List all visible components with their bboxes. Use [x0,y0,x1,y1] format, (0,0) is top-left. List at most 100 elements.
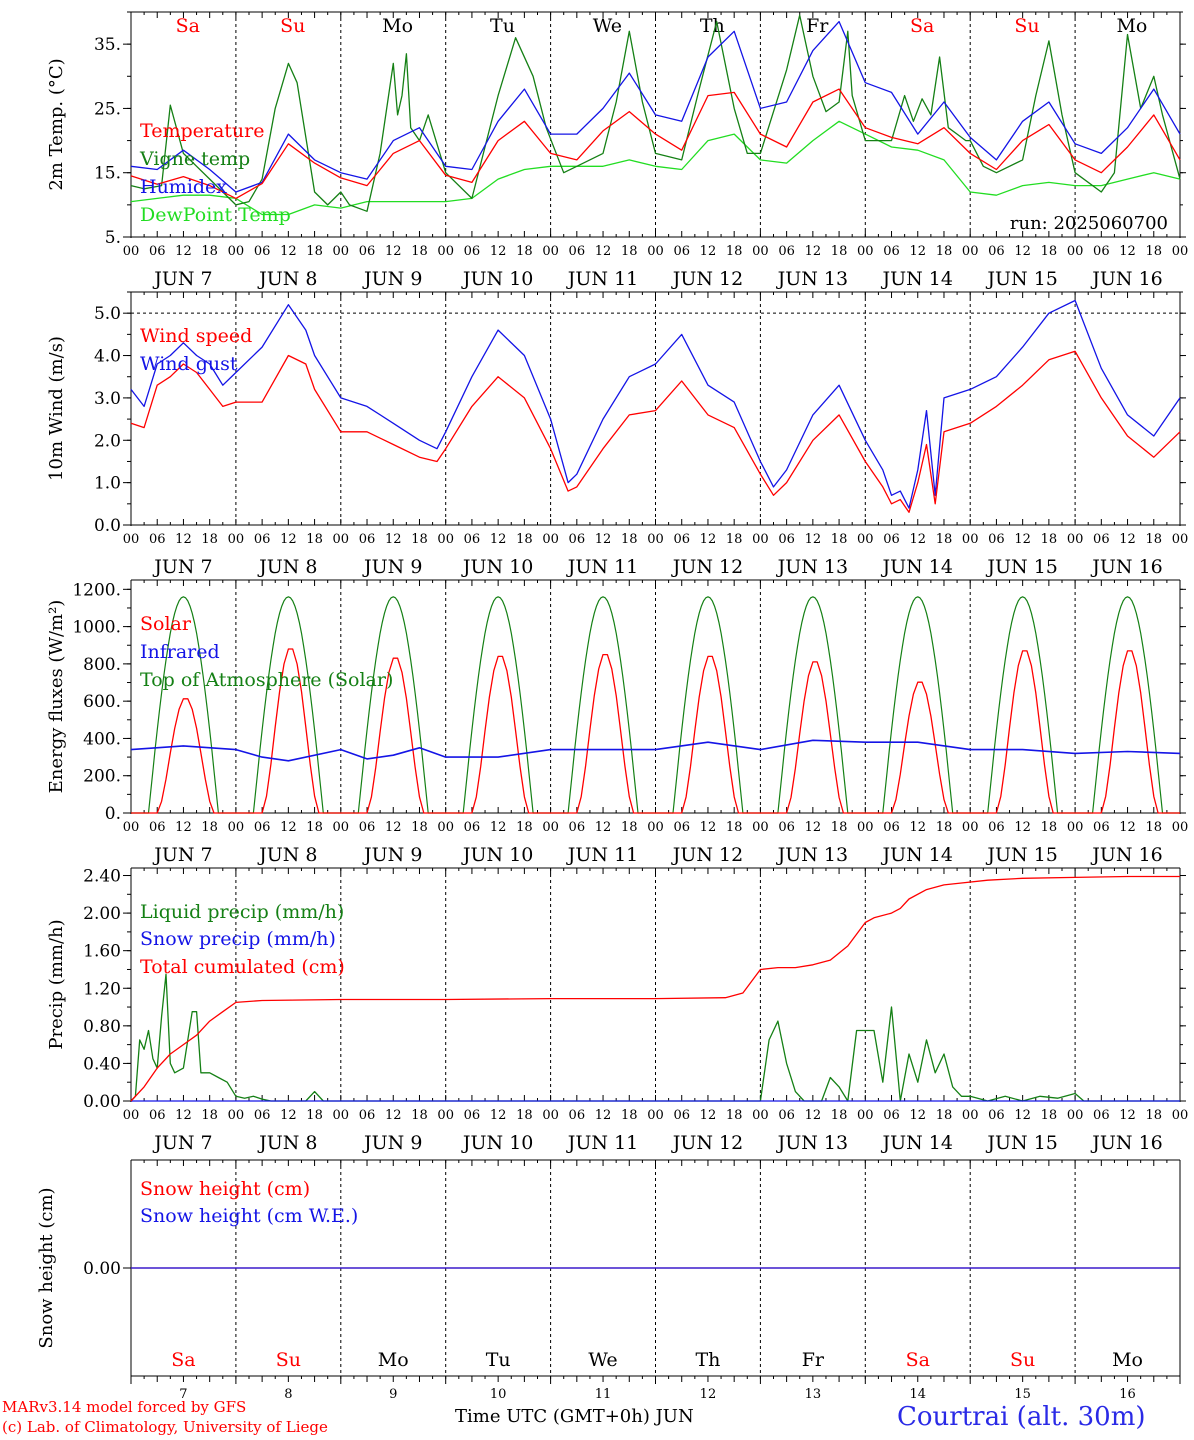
hour-label: 00 [962,532,979,547]
hour-label: 00 [437,244,454,259]
hour-label: 06 [569,1108,586,1123]
legend-solar: Solar [140,613,192,635]
hour-label: 00 [752,820,769,835]
date-label: JUN 13 [776,556,848,578]
y-tick-label: 200. [83,767,121,787]
hour-label: 18 [1041,1108,1058,1123]
hour-label: 18 [201,532,218,547]
run-annotation: run: 2025060700 [1010,213,1168,234]
series-line-liquid-precip-mm-h- [130,973,1180,1102]
hour-label: 00 [123,820,140,835]
y-tick-label: 0. [105,804,121,824]
hour-label: 12 [385,244,402,259]
y-axis-title: Snow height (cm) [36,1187,57,1348]
series-line-humidex [130,20,1181,193]
hour-label: 18 [516,1108,533,1123]
hour-label: 18 [306,820,323,835]
hour-label: 06 [1093,244,1110,259]
hour-label: 18 [306,244,323,259]
date-label: JUN 8 [257,844,317,866]
hour-label: 12 [490,820,507,835]
hour-label: 18 [726,1108,743,1123]
hour-label: 12 [490,1108,507,1123]
hour-label: 12 [175,244,192,259]
hour-label: 12 [280,1108,297,1123]
date-label: JUN 9 [362,1132,422,1154]
y-tick-label: 4.0 [94,347,121,367]
hour-label: 06 [988,1108,1005,1123]
hour-label: 00 [123,532,140,547]
legend-top-of-atmosphere-solar-: Top of Atmosphere (Solar) [140,669,393,691]
hour-label: 06 [569,820,586,835]
hour-label: 12 [280,244,297,259]
weekday-label: Mo [1112,1349,1143,1371]
date-label: JUN 13 [776,844,848,866]
legend-wind-gust: Wind gust [140,353,238,375]
y-tick-label: 3.0 [94,389,121,409]
date-label: JUN 15 [985,1132,1057,1154]
hour-label: 18 [831,244,848,259]
day-number: 10 [490,1387,507,1402]
weekday-label: Sa [171,1349,195,1371]
hour-label: 18 [726,820,743,835]
series-line-total-cumulated-cm- [130,875,1180,1102]
hour-label: 12 [280,820,297,835]
y-tick-label: 0.40 [83,1054,121,1074]
hour-label: 00 [1067,1108,1084,1123]
hour-label: 06 [569,532,586,547]
hour-label: 18 [621,820,638,835]
x-axis-title: Time UTC (GMT+0h) JUN [455,1406,694,1427]
date-label: JUN 10 [461,1132,533,1154]
weekday-label: Tu [490,15,515,37]
y-tick-label: 15. [94,164,121,184]
hour-label: 18 [201,244,218,259]
hour-label: 00 [752,532,769,547]
hour-label: 00 [228,820,245,835]
hour-label: 12 [909,532,926,547]
hour-label: 06 [778,1108,795,1123]
y-tick-label: 0.00 [83,1259,121,1279]
hour-label: 00 [333,820,350,835]
weekday-label: We [593,15,622,37]
date-label: JUN 12 [671,556,743,578]
y-tick-label: 35. [94,35,121,55]
hour-label: 06 [569,244,586,259]
weekday-label: Th [695,1349,720,1371]
y-tick-label: 1.20 [83,979,121,999]
series-line-solar [131,648,1180,814]
hour-label: 12 [700,244,717,259]
hour-label: 00 [752,244,769,259]
weekday-label: Fr [802,1349,825,1371]
hour-label: 00 [437,820,454,835]
hour-label: 06 [778,820,795,835]
legend-snow-height-cm-w-e-: Snow height (cm W.E.) [140,1205,358,1227]
hour-label: 12 [595,820,612,835]
hour-label: 18 [411,820,428,835]
hour-label: 00 [962,820,979,835]
hour-label: 00 [857,1108,874,1123]
y-tick-label: 2.0 [94,431,121,451]
date-label: JUN 9 [362,268,422,290]
day-number: 14 [909,1387,926,1402]
weekday-label: Su [276,1349,301,1371]
date-label: JUN 7 [152,268,212,290]
series-line-infrared [130,739,1181,762]
hour-label: 12 [909,244,926,259]
series-line-temperature [130,88,1181,200]
hour-label: 00 [228,532,245,547]
hour-label: 06 [464,244,481,259]
hour-label: 18 [516,532,533,547]
hour-label: 00 [857,532,874,547]
day-number: 7 [179,1387,187,1402]
hour-label: 12 [1014,1108,1031,1123]
y-tick-label: 2.40 [83,867,121,887]
hour-label: 00 [437,532,454,547]
hour-label: 18 [1146,532,1163,547]
hour-label: 12 [1014,244,1031,259]
hour-label: 18 [936,820,953,835]
y-tick-label: 5. [105,228,121,248]
y-axis-title: Energy fluxes (W/m²) [46,600,67,794]
hour-label: 00 [647,1108,664,1123]
hour-label: 12 [1014,532,1031,547]
legend-humidex: Humidex [140,176,227,198]
